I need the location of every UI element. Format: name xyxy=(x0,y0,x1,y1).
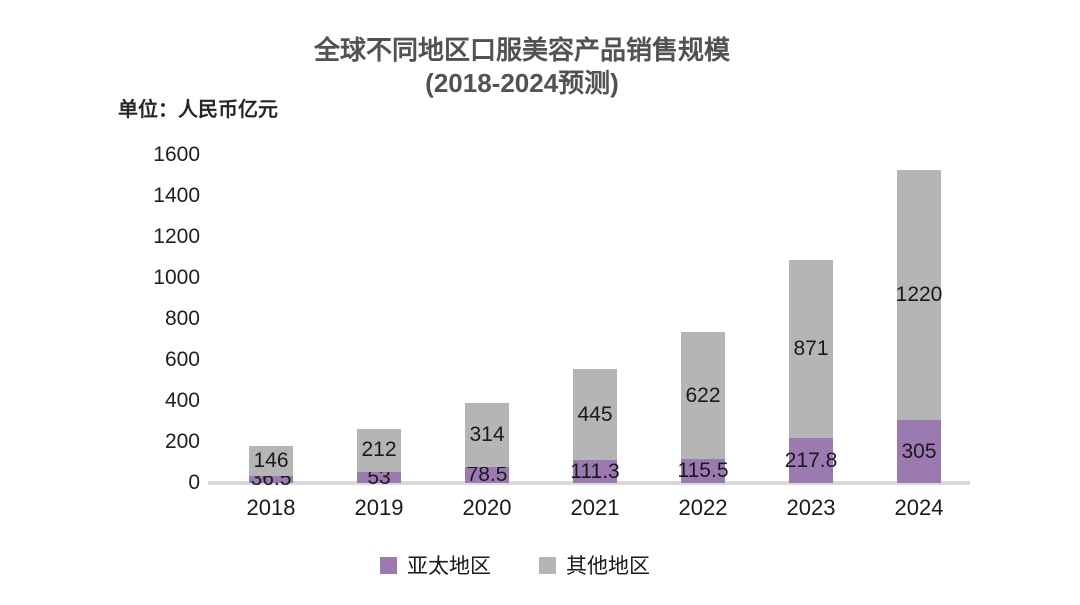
y-axis-tick-label: 600 xyxy=(164,348,200,371)
bar-segment-apac: 53 xyxy=(357,466,401,489)
stacked-bar-2020: 78.5 314 xyxy=(465,155,509,486)
data-label: 622 xyxy=(685,383,721,407)
bar-segment-other: 212 xyxy=(357,428,401,473)
data-label: 1220 xyxy=(895,283,943,307)
data-label: 314 xyxy=(469,422,505,446)
stacked-bar-2022: 115.5 622 xyxy=(678,155,729,483)
bar-segment-apac: 115.5 xyxy=(678,459,729,483)
data-label: 217.8 xyxy=(784,448,838,472)
bar-segment-other: 871 xyxy=(789,259,833,439)
data-label: 115.5 xyxy=(677,459,729,483)
chart-title-line2: (2018-2024预测) xyxy=(425,68,619,98)
x-axis-label: 2023 xyxy=(786,495,836,520)
data-label: 111.3 xyxy=(570,459,620,483)
chart-title: 全球不同地区口服美容产品销售规模 (2018-2024预测) xyxy=(0,34,1044,100)
bar-segment-other: 146 xyxy=(249,445,293,476)
bar-segment-other: 445 xyxy=(573,368,617,461)
data-label: 305 xyxy=(901,439,937,463)
legend-swatch-icon xyxy=(380,556,397,574)
bar-segment-other: 1220 xyxy=(895,170,943,421)
y-axis-tick-label: 0 xyxy=(188,471,200,494)
y-axis-tick-label: 200 xyxy=(164,430,200,453)
x-axis-label: 2021 xyxy=(570,495,620,520)
x-axis-label: 2019 xyxy=(354,495,404,520)
legend-label: 亚太地区 xyxy=(407,555,491,578)
y-axis-tick-label: 1000 xyxy=(153,266,200,289)
data-label: 445 xyxy=(577,402,613,426)
stacked-bar-2021: 111.3 445 xyxy=(570,155,620,483)
y-axis-tick-label: 1600 xyxy=(153,143,200,166)
bar-segment-apac: 36.5 xyxy=(249,467,293,490)
bar-segment-apac: 217.8 xyxy=(785,438,837,483)
legend-item: 亚太地区 xyxy=(380,550,491,580)
y-axis-tick-label: 800 xyxy=(164,307,200,330)
x-axis-label: 2018 xyxy=(246,495,296,520)
stacked-bar-2018: 36.5 146 xyxy=(249,155,293,490)
bar-segment-apac: 111.3 xyxy=(570,459,620,483)
y-axis-tick-label: 1200 xyxy=(153,225,200,248)
bar-segment-apac: 78.5 xyxy=(465,463,509,486)
data-label: 78.5 xyxy=(466,462,508,486)
data-label: 212 xyxy=(361,438,397,462)
legend-swatch-icon xyxy=(539,556,556,574)
data-label: 871 xyxy=(793,337,829,361)
chart-legend: 亚太地区 其他地区 xyxy=(0,550,1030,580)
x-axis-label: 2022 xyxy=(678,495,728,520)
unit-label: 单位：人民币亿元 xyxy=(118,99,278,121)
x-axis-label: 2024 xyxy=(894,495,944,520)
stacked-bar-2023: 217.8 871 xyxy=(785,155,837,483)
bar-segment-apac: 305 xyxy=(897,420,941,483)
y-axis-tick-label: 400 xyxy=(164,389,200,412)
data-label: 146 xyxy=(253,448,289,472)
legend-item: 其他地区 xyxy=(539,550,650,580)
stacked-bar-2024: 305 1220 xyxy=(895,155,943,483)
stacked-bar-2019: 53 212 xyxy=(357,155,401,489)
bar-segment-other: 314 xyxy=(465,402,509,467)
x-axis-label: 2020 xyxy=(462,495,512,520)
chart-title-line1: 全球不同地区口服美容产品销售规模 xyxy=(313,35,730,65)
legend-label: 其他地区 xyxy=(566,555,650,578)
x-axis-line xyxy=(208,481,970,485)
plot-area: 0 200 400 600 800 1000 1200 1400 1600 36.5 146 2018… xyxy=(153,143,970,520)
bar-segment-other: 622 xyxy=(681,331,725,460)
y-axis-tick-label: 1400 xyxy=(153,184,200,207)
